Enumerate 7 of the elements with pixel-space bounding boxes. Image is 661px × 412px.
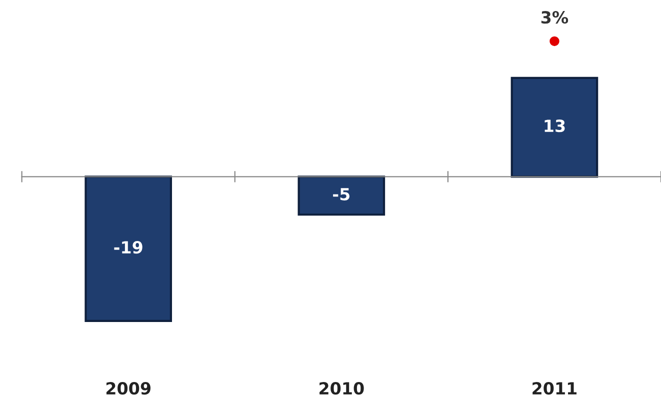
x-tick-label: 2010 [320,382,364,395]
data-label: -5 [333,188,350,200]
x-tick-label: 2009 [106,382,150,395]
text: 3% [541,11,568,24]
x-tick-label: 2011 [532,382,577,395]
data-label: -19 [114,241,142,254]
data-label: 13 [544,120,565,132]
